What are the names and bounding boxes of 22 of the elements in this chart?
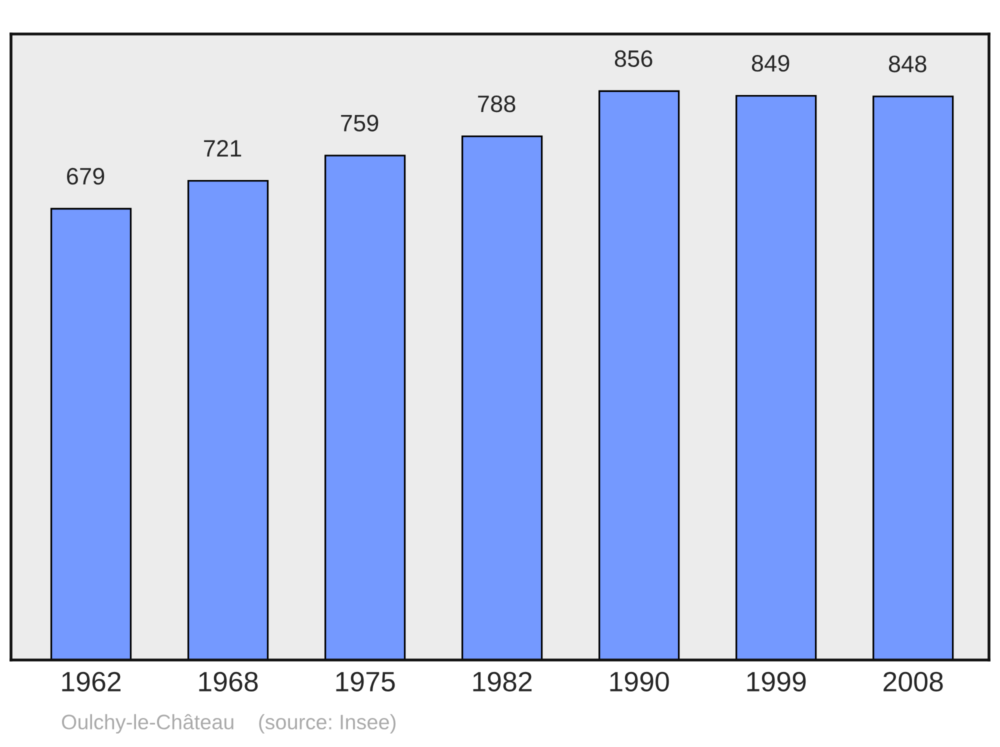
- bar: [461, 135, 543, 660]
- data-label: 856: [614, 50, 652, 68]
- data-label: 849: [752, 54, 790, 72]
- bar: [50, 208, 132, 660]
- data-label: 788: [478, 95, 516, 112]
- bar: [872, 96, 954, 660]
- bar: [187, 180, 269, 660]
- x-tick-label: 1999: [747, 672, 806, 692]
- x-tick-label: 2008: [884, 672, 943, 692]
- data-label: 848: [888, 56, 926, 72]
- data-label: 721: [204, 140, 242, 157]
- data-label: 679: [67, 168, 104, 185]
- x-tick-label: 1982: [473, 672, 532, 692]
- x-tick-label: 1968: [199, 672, 258, 692]
- x-tick-label: 1962: [62, 672, 121, 692]
- bar: [598, 90, 680, 660]
- x-tick-label: 1990: [610, 672, 669, 692]
- x-tick-label: 1975: [336, 672, 395, 692]
- bar: [736, 94, 817, 660]
- bar: [324, 154, 406, 660]
- data-label: 759: [341, 114, 378, 132]
- text: Oulchy-le-Château (source: Insee): [62, 714, 396, 734]
